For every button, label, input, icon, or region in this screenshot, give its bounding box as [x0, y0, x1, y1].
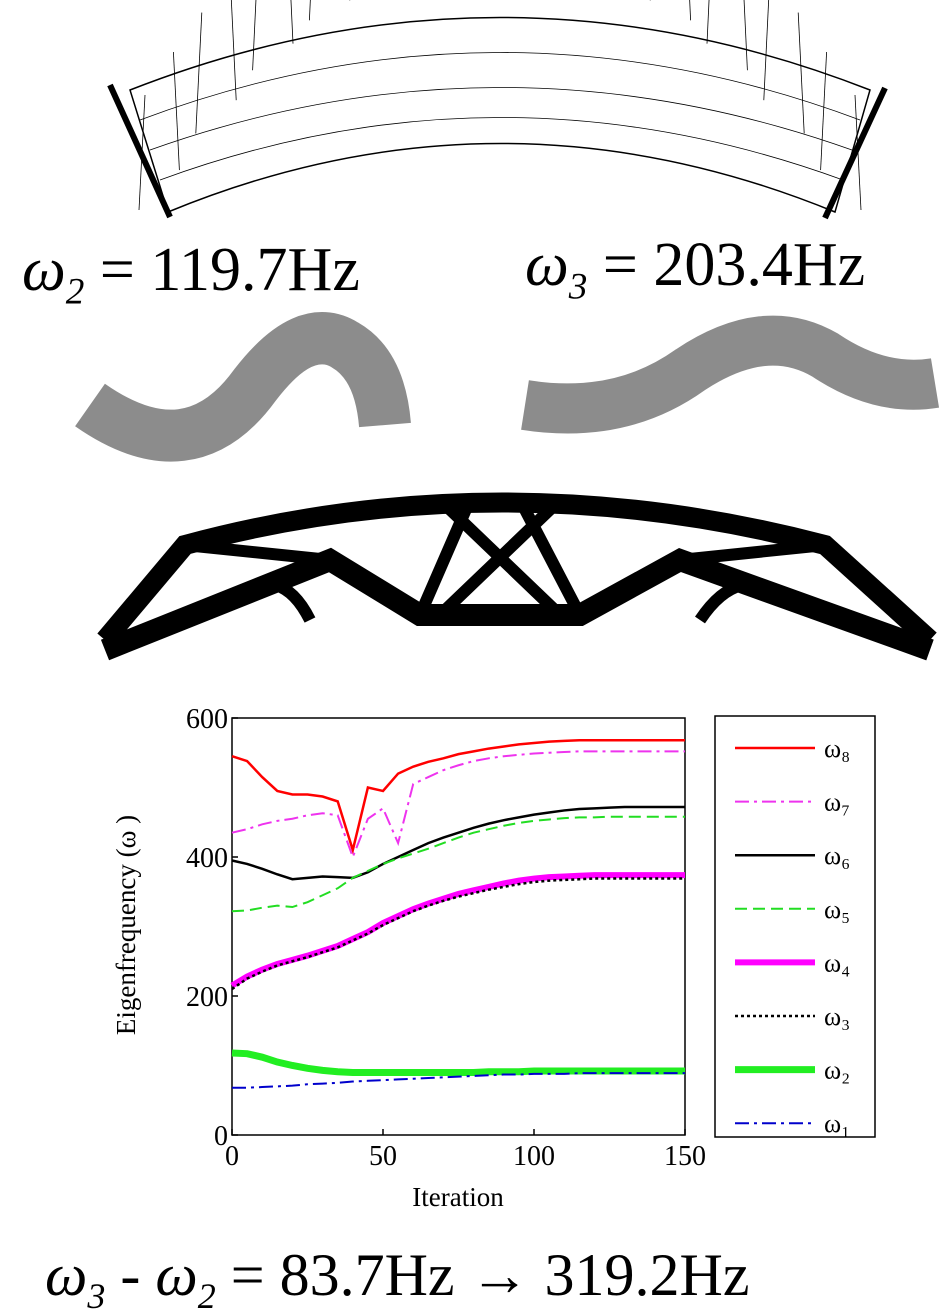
mode-shape-3 [525, 341, 935, 409]
y-tick-label: 200 [186, 982, 228, 1013]
series-line [232, 817, 685, 912]
x-axis-label: Iteration [412, 1182, 504, 1212]
equation-part: 3 [568, 267, 588, 308]
series-line [232, 875, 685, 986]
equation-part: = 203.4Hz [587, 231, 865, 299]
y-tick-label: 600 [186, 704, 228, 735]
mode-shape-2 [90, 338, 385, 436]
equation: ω2 = 119.7Hz [22, 236, 360, 313]
equation-part: - [105, 1242, 155, 1308]
legend-label: ω₂ [824, 1056, 850, 1085]
equation: ω3 = 203.4Hz [525, 231, 865, 308]
equation-part: ω [45, 1242, 87, 1308]
equation-part: = 119.7Hz [84, 236, 359, 304]
legend-label: ω₁ [824, 1109, 850, 1138]
equation-part: 2 [66, 272, 85, 313]
legend-label: ω₃ [824, 1002, 850, 1031]
equation-part: 2 [198, 1276, 216, 1315]
x-tick-label: 150 [664, 1141, 706, 1172]
mesh-outline [130, 18, 870, 213]
legend-label: ω₇ [824, 788, 850, 817]
y-tick-label: 400 [186, 843, 228, 874]
figure: ω2 = 119.7Hzω3 = 203.4Hzω3 - ω2 = 83.7Hz… [0, 0, 950, 1315]
y-axis-label: Eigenfrequency (ω ) [111, 815, 141, 1035]
x-tick-label: 50 [369, 1141, 397, 1172]
x-tick-label: 100 [513, 1141, 555, 1172]
equation-part: 3 [86, 1276, 105, 1315]
equation-part: ω [22, 236, 66, 304]
legend-label: ω₆ [824, 841, 850, 870]
topology-illustration [105, 500, 930, 650]
equation-part: ω [525, 231, 569, 299]
page: {"annotations": [ {"segments": [{"text":… [0, 0, 950, 1315]
legend-label: ω₈ [824, 734, 850, 763]
x-tick-label: 0 [225, 1141, 239, 1172]
series-line [232, 1053, 685, 1072]
equation: ω3 - ω2 = 83.7Hz → 319.2Hz [45, 1242, 750, 1315]
equation-part: ω [155, 1242, 197, 1308]
mesh-illustration [110, 0, 885, 218]
equation-part: = 83.7Hz → 319.2Hz [216, 1242, 750, 1308]
legend-box [715, 716, 875, 1137]
chart: Iteration Eigenfrequency (ω ) 0 200 400 600… [111, 704, 875, 1212]
series-line [232, 807, 685, 879]
series-line [232, 751, 685, 857]
legend-label: ω₄ [824, 948, 850, 977]
legend-label: ω₅ [824, 895, 850, 924]
